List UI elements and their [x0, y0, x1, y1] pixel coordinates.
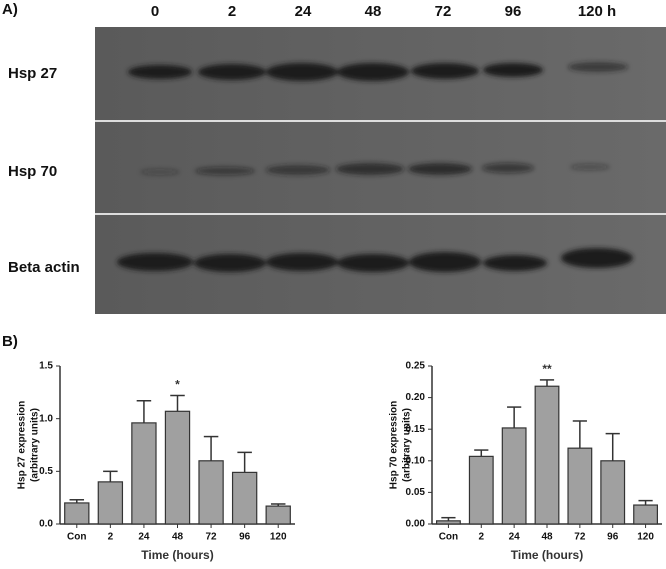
lane-label: 48 [365, 3, 382, 20]
bar [97, 481, 124, 525]
x-tick-label: 48 [541, 532, 553, 543]
y-tick-label: 1.0 [39, 413, 53, 424]
y-axis-label: (arbitrary units) [402, 408, 413, 482]
x-tick-label: 72 [206, 532, 218, 543]
bar [231, 471, 258, 525]
x-tick-label: 72 [574, 532, 586, 543]
y-axis-label: (arbitrary units) [30, 408, 41, 482]
y-tick-label: 1.5 [39, 361, 53, 372]
bar [468, 455, 494, 525]
x-tick-label: 2 [479, 532, 485, 543]
lane-label: 24 [295, 3, 312, 20]
y-axis-label: Hsp 70 expression [389, 401, 400, 489]
bar [633, 504, 659, 525]
lane-label: 72 [435, 3, 452, 20]
y-tick-label: 0.20 [406, 392, 426, 403]
bar [265, 505, 291, 525]
bar [64, 502, 90, 525]
x-tick-label: 96 [607, 532, 619, 543]
bar [164, 410, 191, 525]
significance-mark: * [175, 378, 180, 392]
bar [198, 460, 224, 525]
lane-label: 0 [151, 3, 159, 20]
bar [436, 520, 461, 525]
x-axis-label: Time (hours) [511, 548, 583, 562]
x-tick-label: 120 [637, 532, 654, 543]
lane-label: 120 h [578, 3, 616, 20]
panel-label: A) [2, 1, 18, 18]
panel-label: B) [2, 333, 18, 350]
bar [534, 385, 560, 525]
x-axis-label: Time (hours) [141, 548, 213, 562]
x-tick-label: 48 [172, 532, 184, 543]
significance-mark: ** [542, 362, 552, 376]
x-tick-label: Con [439, 532, 458, 543]
row-label: Beta actin [8, 259, 80, 276]
lane-label: 2 [228, 3, 236, 20]
y-tick-label: 0.00 [406, 519, 426, 530]
x-tick-label: 120 [270, 532, 287, 543]
y-tick-label: 0.05 [406, 487, 426, 498]
x-tick-label: 24 [509, 532, 521, 543]
y-tick-label: 0.5 [39, 466, 53, 477]
y-tick-label: 0.25 [406, 361, 426, 372]
bar [600, 460, 626, 525]
bar [131, 422, 157, 525]
x-tick-label: 2 [108, 532, 114, 543]
row-label: Hsp 27 [8, 65, 57, 82]
bar [501, 427, 527, 525]
x-tick-label: 24 [138, 532, 150, 543]
lane-label: 96 [505, 3, 522, 20]
y-tick-label: 0.0 [39, 519, 53, 530]
x-tick-label: 96 [239, 532, 251, 543]
row-label: Hsp 70 [8, 163, 57, 180]
y-axis-label: Hsp 27 expression [17, 401, 28, 489]
y-tick-label: 0.15 [406, 424, 426, 435]
bar [567, 447, 593, 525]
x-tick-label: Con [67, 532, 86, 543]
y-tick-label: 0.10 [406, 455, 426, 466]
bands [117, 62, 633, 272]
